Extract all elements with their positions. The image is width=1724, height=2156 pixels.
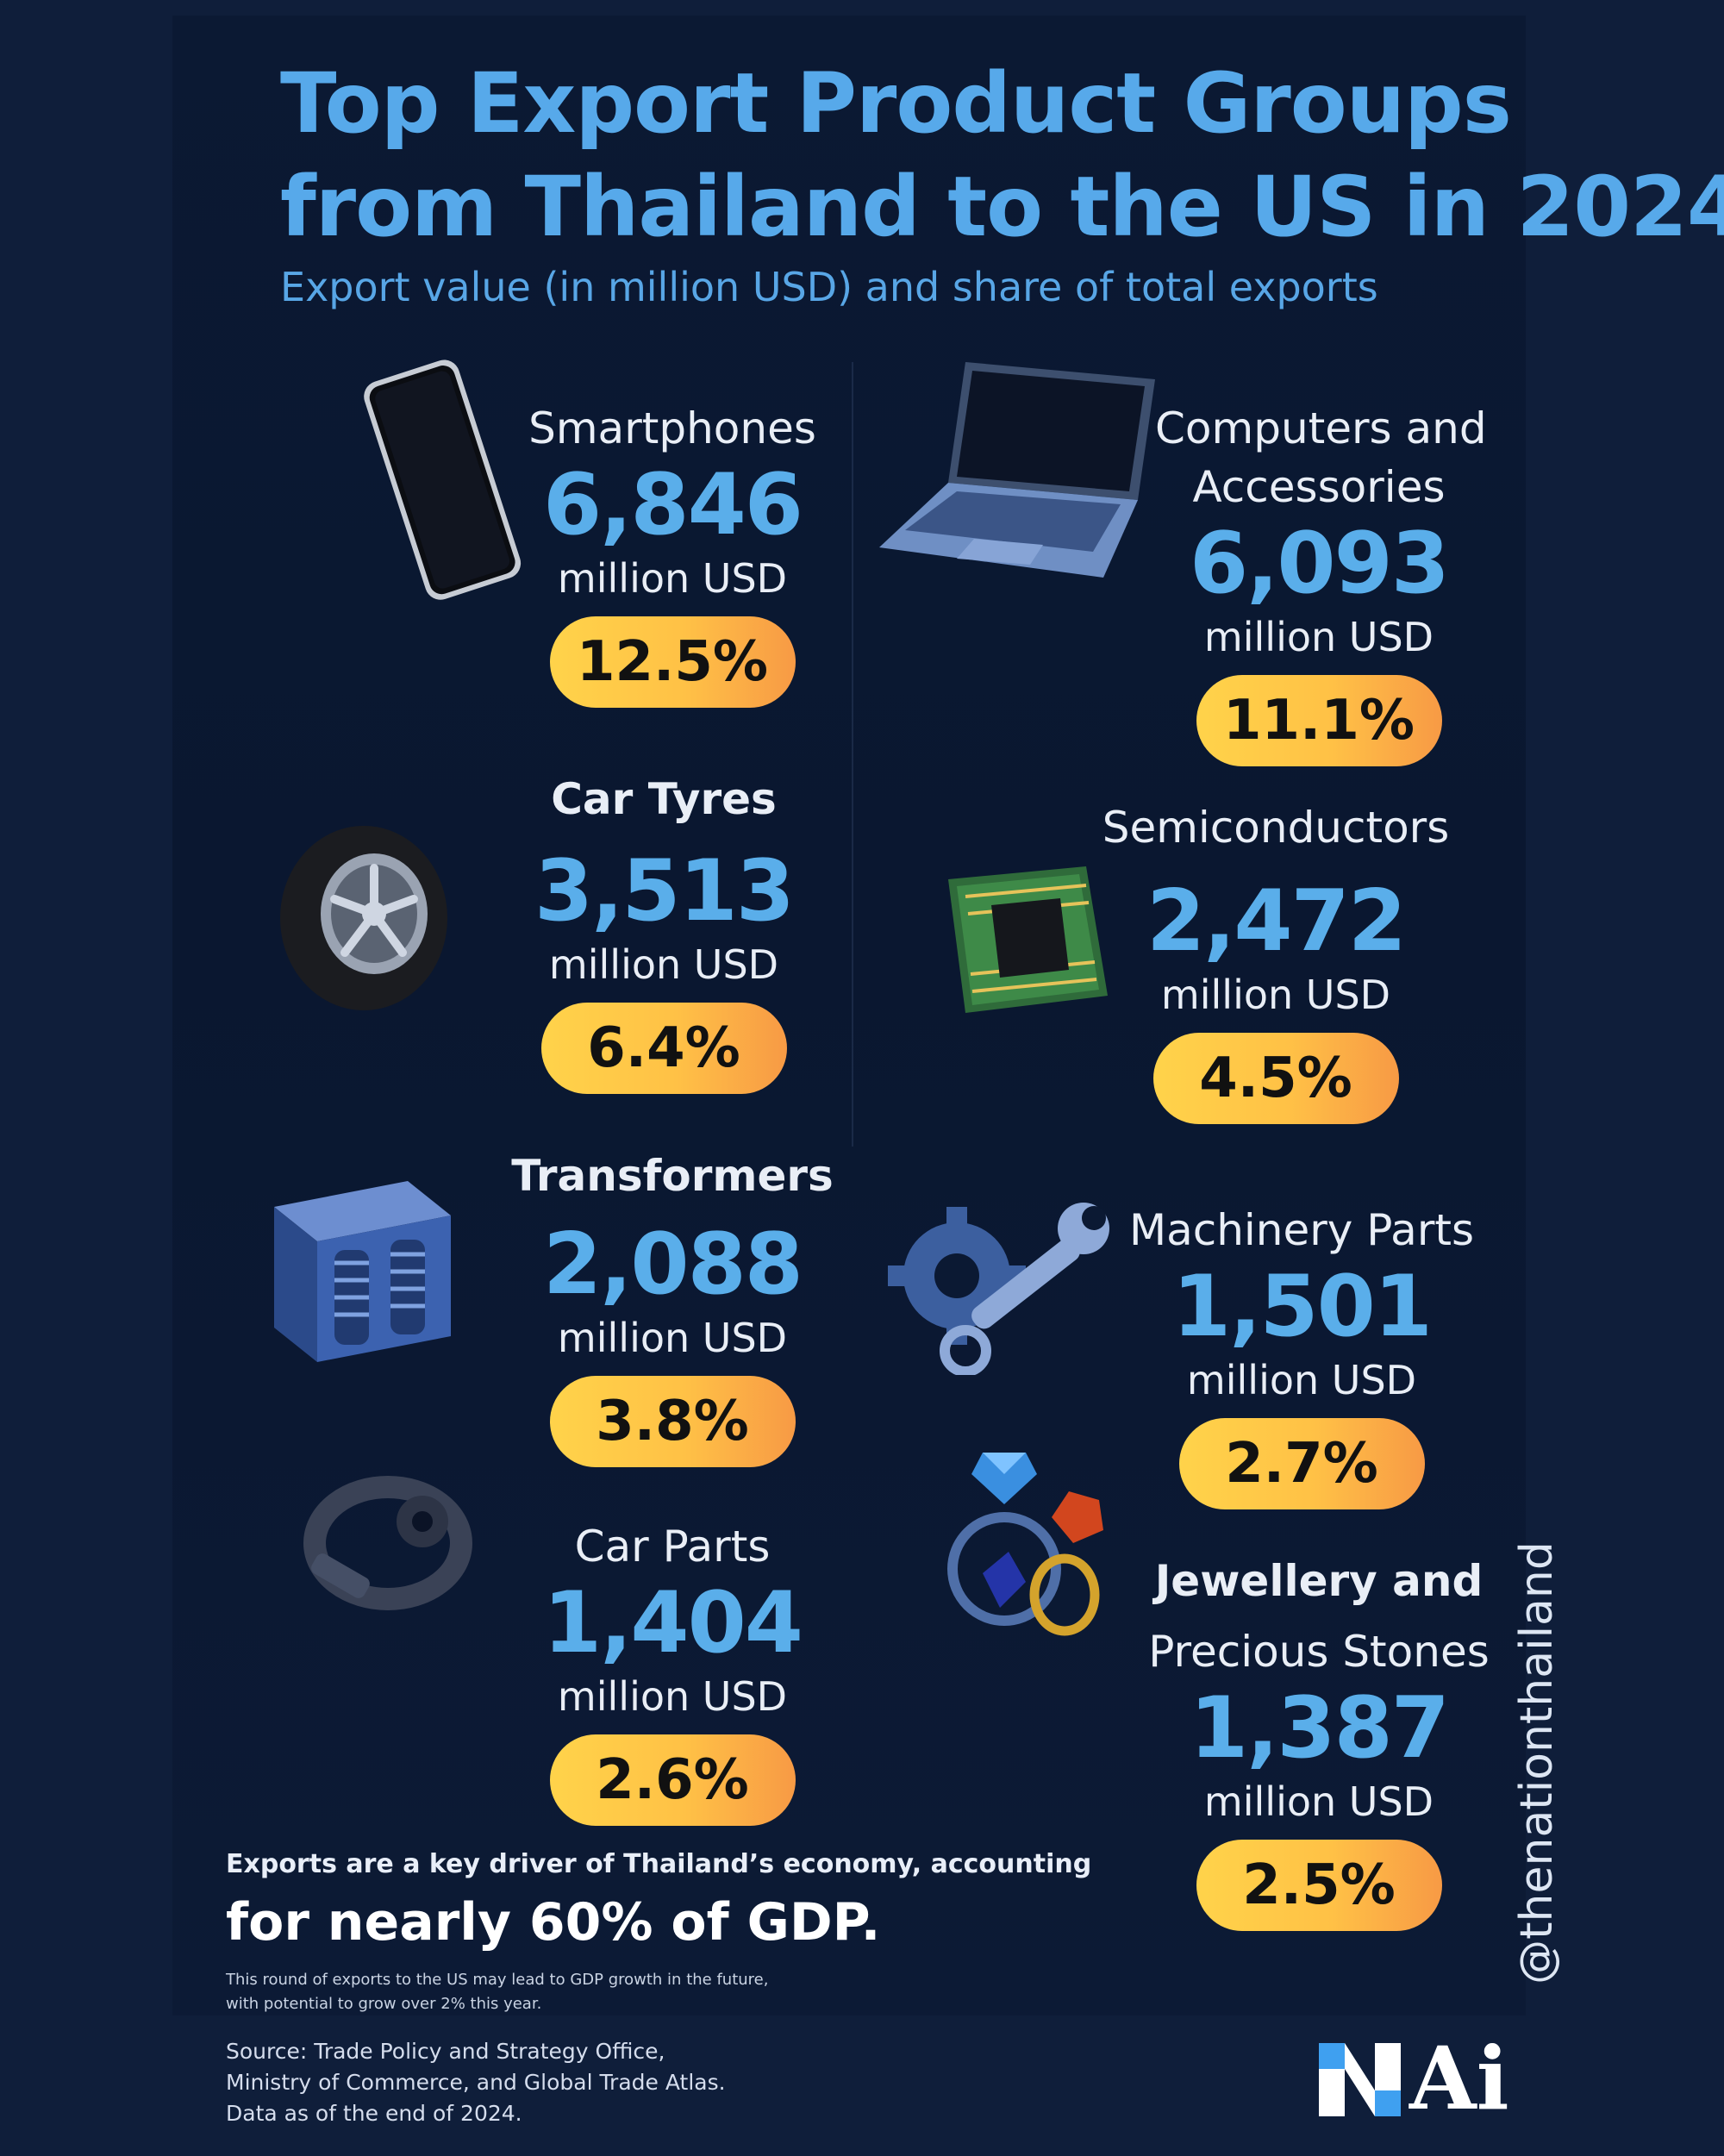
share-badge: 2.7% (1178, 1418, 1425, 1509)
title-line-2: from Thailand to the US in 2024 (280, 159, 1724, 255)
share-badge: 2.6% (549, 1734, 796, 1826)
share-badge: 2.5% (1196, 1840, 1442, 1931)
social-handle-text: @thenationthailand (1511, 1541, 1563, 1984)
product-unit: million USD (557, 555, 788, 602)
column-divider (852, 362, 853, 1147)
product-card-machinery-parts: Machinery Parts 1,501 million USD 2.7% (1121, 1201, 1483, 1509)
jewellery-icon (947, 1453, 1103, 1636)
gdp-fine-print: This round of exports to the US may lead… (226, 1968, 881, 2016)
product-unit: million USD (1186, 1357, 1417, 1403)
product-name-line-2: Accessories (1192, 462, 1446, 512)
logo-text: Ai (1409, 2028, 1509, 2129)
product-card-smartphones: Smartphones 6,846 million USD 12.5% (509, 399, 836, 708)
product-card-semiconductors: Semiconductors 2,472 million USD 4.5% (1086, 798, 1465, 1124)
product-value: 6,093 (1190, 515, 1450, 613)
share-badge: 12.5% (549, 616, 796, 708)
product-value: 6,846 (543, 456, 803, 554)
product-card-car-tyres: Car Tyres 3,513 million USD 6.4% (500, 770, 828, 1094)
tyre-icon (280, 826, 447, 1010)
smartphone-icon (364, 359, 522, 600)
product-unit: million USD (1203, 614, 1434, 660)
product-name-line-2: Precious Stones (1148, 1627, 1490, 1677)
nation-logo-icon (1319, 2043, 1401, 2116)
product-value: 1,404 (543, 1574, 803, 1672)
product-name: Transformers (511, 1151, 834, 1201)
product-unit: million USD (1160, 972, 1391, 1018)
share-badge: 11.1% (1196, 675, 1442, 766)
source-line-1: Source: Trade Policy and Strategy Office… (226, 2039, 665, 2064)
product-name: Car Parts (574, 1522, 771, 1572)
laptop-icon (879, 362, 1155, 578)
share-badge: 3.8% (549, 1376, 796, 1467)
product-unit: million USD (557, 1315, 788, 1361)
share-badge: 6.4% (540, 1003, 787, 1094)
poster-panel (172, 16, 1526, 2015)
brand-logo: Ai (1315, 2028, 1526, 2129)
subtitle: Export value (in million USD) and share … (280, 264, 1378, 310)
social-handle: @thenationthailand (1498, 1513, 1576, 2013)
product-value: 1,501 (1172, 1258, 1433, 1356)
product-value: 1,387 (1190, 1679, 1450, 1778)
product-name: Machinery Parts (1128, 1205, 1475, 1255)
gdp-note-highlight: for nearly 60% of GDP. (226, 1892, 881, 1953)
share-badge: 4.5% (1152, 1033, 1399, 1124)
source-line-3: Data as of the end of 2024. (226, 2101, 522, 2126)
source-line-2: Ministry of Commerce, and Global Trade A… (226, 2070, 726, 2095)
product-card-jewellery: Jewellery and Precious Stones 1,387 mill… (1121, 1552, 1517, 1931)
car-part-icon (303, 1476, 472, 1610)
product-value: 2,088 (543, 1215, 803, 1314)
page-title: Top Export Product Groups from Thailand … (280, 52, 1724, 259)
product-value: 3,513 (534, 842, 795, 941)
product-unit: million USD (557, 1673, 788, 1720)
product-card-computers: Computers and Accessories 6,093 million … (1155, 399, 1487, 766)
product-card-transformers: Transformers 2,088 million USD 3.8% (500, 1147, 845, 1467)
chip-icon (948, 866, 1108, 1013)
product-name: Jewellery and (1154, 1556, 1484, 1606)
title-line-1: Top Export Product Groups (280, 55, 1512, 152)
product-name: Smartphones (528, 403, 816, 453)
transformer-icon (274, 1181, 451, 1362)
product-value: 2,472 (1146, 872, 1407, 971)
product-name: Computers and (1155, 403, 1487, 453)
product-card-car-parts: Car Parts 1,404 million USD 2.6% (509, 1517, 836, 1826)
gear-wrench-icon (888, 1203, 1109, 1375)
product-unit: million USD (548, 941, 779, 988)
product-name: Car Tyres (551, 774, 777, 824)
fine-print-line-1: This round of exports to the US may lead… (226, 1971, 769, 1989)
fine-print-line-2: with potential to grow over 2% this year… (226, 1995, 542, 2013)
product-name: Semiconductors (1102, 803, 1450, 853)
gdp-note-intro: Exports are a key driver of Thailand’s e… (226, 1849, 1092, 1879)
product-unit: million USD (1203, 1778, 1434, 1825)
source-note: Source: Trade Policy and Strategy Office… (226, 2036, 726, 2129)
